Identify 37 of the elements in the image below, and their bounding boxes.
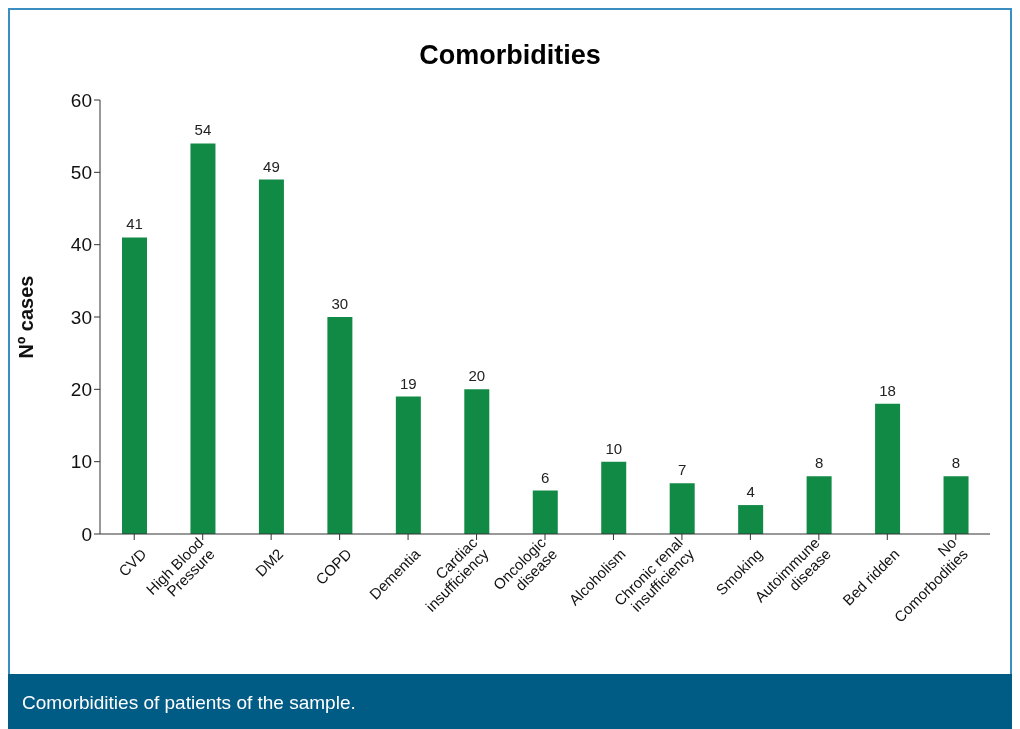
data-label: 10 — [605, 439, 623, 457]
y-tick-label: 20 — [70, 379, 92, 401]
data-label: 4 — [746, 483, 755, 501]
text: Comorbidities of patients of the sample. — [8, 674, 1012, 729]
data-label: 19 — [400, 374, 417, 392]
bar — [395, 396, 421, 534]
bar — [669, 483, 695, 534]
bar — [190, 143, 216, 534]
y-tick-label: 40 — [70, 234, 92, 256]
x-tick-label: CVD — [115, 545, 150, 580]
data-label: 6 — [541, 468, 550, 486]
data-label: 30 — [331, 295, 349, 312]
data-label: 8 — [814, 454, 824, 472]
data-label: 18 — [879, 381, 896, 399]
y-tick-label: 30 — [70, 306, 92, 328]
data-label: 49 — [263, 157, 280, 175]
bar — [327, 317, 353, 534]
bar — [601, 461, 627, 534]
data-label: 54 — [194, 121, 212, 139]
chart-title: Comorbidities — [418, 39, 602, 72]
y-axis-title: Nº cases — [15, 275, 38, 359]
bar — [738, 505, 764, 534]
bar — [532, 490, 558, 534]
bar — [464, 389, 490, 534]
bar — [806, 476, 832, 534]
y-tick-label: 50 — [70, 162, 92, 184]
bar — [943, 476, 969, 534]
bar — [875, 403, 901, 534]
data-label: 41 — [126, 215, 143, 233]
bar — [258, 179, 284, 534]
y-tick-label: 10 — [70, 451, 92, 473]
data-label: 20 — [468, 367, 486, 385]
bar — [122, 237, 147, 534]
y-tick-label: 0 — [81, 523, 92, 545]
data-label: 7 — [678, 461, 687, 479]
data-label: 8 — [951, 454, 961, 472]
y-tick-label: 60 — [70, 89, 92, 111]
